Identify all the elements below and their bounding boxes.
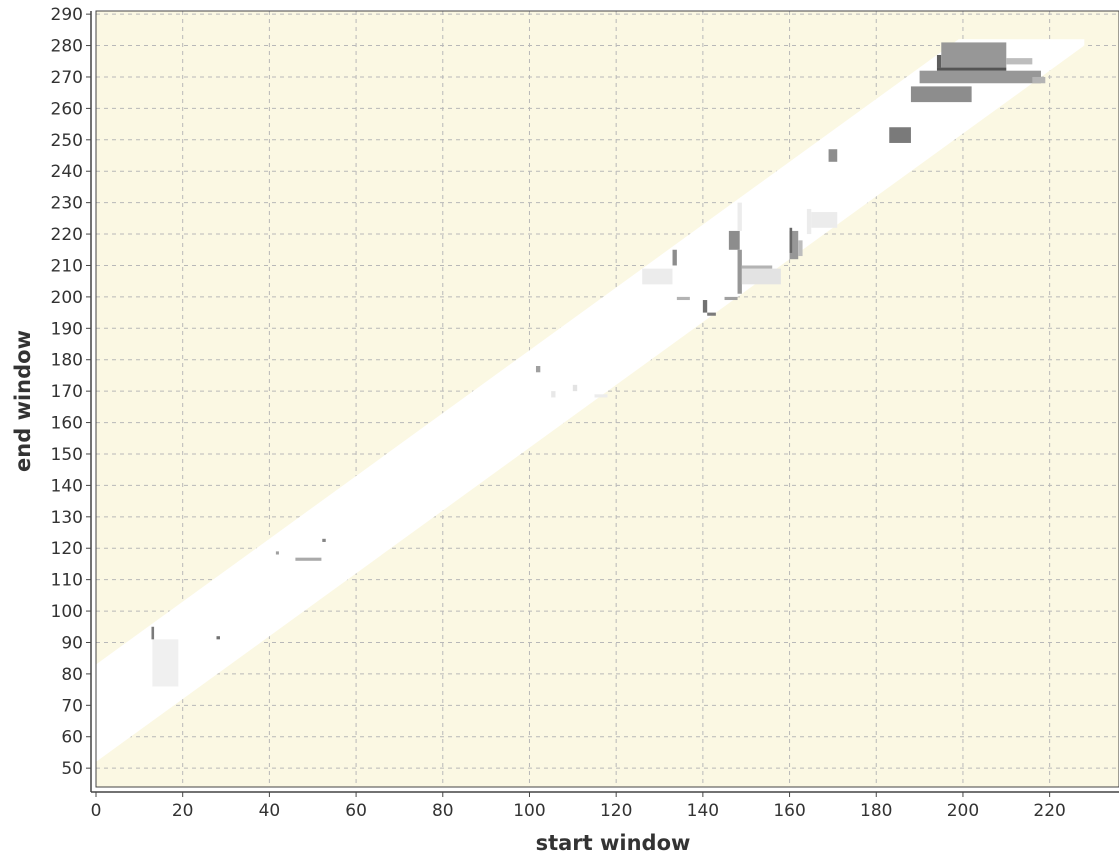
heatmap-cell — [322, 538, 326, 542]
heatmap-cells — [151, 42, 1046, 687]
x-tick-label: 140 — [687, 801, 719, 821]
y-tick-label: 170 — [51, 382, 83, 402]
y-tick-label: 280 — [51, 37, 83, 57]
x-tick-label: 120 — [600, 801, 632, 821]
grid-lines — [96, 11, 1119, 787]
y-tick-label: 150 — [51, 445, 83, 465]
y-axis-ticks: 50 60 70 80 90 100 110 120 130 140 150 160 170 180 190… — [51, 5, 91, 779]
y-tick-label: 200 — [51, 288, 83, 308]
heatmap-cell — [728, 230, 740, 250]
x-tick-label: 200 — [947, 801, 979, 821]
heatmap-cell — [594, 394, 608, 398]
x-tick-label: 180 — [860, 801, 892, 821]
y-tick-label: 260 — [51, 99, 83, 119]
heatmap-cell — [676, 296, 690, 301]
plot-border — [95, 10, 1119, 788]
x-tick-label: 100 — [513, 801, 545, 821]
y-tick-label: 50 — [61, 759, 83, 779]
y-tick-label: 70 — [61, 696, 83, 716]
y-tick-label: 60 — [61, 728, 83, 748]
heatmap-cell — [741, 268, 781, 285]
x-tick-label: 0 — [91, 801, 102, 821]
y-axis-title: end window — [11, 330, 35, 472]
y-tick-label: 290 — [51, 5, 83, 25]
x-tick-label: 80 — [432, 801, 454, 821]
heatmap-cell — [919, 70, 1041, 84]
y-tick-label: 140 — [51, 476, 83, 496]
heatmap-cell — [152, 639, 179, 687]
x-tick-label: 20 — [172, 801, 194, 821]
heatmap-cell — [295, 557, 322, 561]
x-tick-label: 160 — [773, 801, 805, 821]
y-tick-label: 180 — [51, 351, 83, 371]
heatmap-cell — [1006, 58, 1033, 65]
x-tick-label: 40 — [259, 801, 281, 821]
heatmap-cell — [936, 67, 1007, 71]
y-tick-label: 160 — [51, 414, 83, 434]
heatmap-cell — [535, 366, 541, 373]
y-tick-label: 270 — [51, 68, 83, 88]
heatmap-cell — [811, 212, 838, 228]
heatmap-cell — [275, 551, 279, 555]
y-tick-label: 210 — [51, 256, 83, 276]
heatmap-cell — [151, 626, 155, 640]
heatmap-cell — [936, 54, 942, 68]
y-tick-label: 240 — [51, 162, 83, 182]
y-tick-label: 130 — [51, 508, 83, 528]
heatmap-cell — [737, 249, 742, 294]
heatmap-cell — [672, 249, 677, 266]
heatmap-cell — [1032, 76, 1046, 84]
heatmap-cell — [724, 296, 738, 301]
y-tick-label: 120 — [51, 539, 83, 559]
x-axis-ticks: 0 20 40 60 80 100 120 140 160 180 200 220 — [91, 792, 1066, 821]
x-tick-label: 220 — [1033, 801, 1065, 821]
heatmap-cell — [789, 230, 799, 260]
y-tick-label: 90 — [61, 633, 83, 653]
y-tick-label: 220 — [51, 225, 83, 245]
x-tick-label: 60 — [345, 801, 367, 821]
heatmap-cell — [806, 208, 812, 235]
heatmap-cell — [798, 240, 803, 257]
heatmap-cell — [737, 202, 742, 231]
x-axis-title: start window — [536, 831, 691, 855]
heatmap-cell — [941, 42, 1007, 68]
heatmap-cell — [216, 636, 220, 640]
heatmap-cell — [828, 149, 838, 162]
heatmap-cell — [741, 265, 773, 269]
y-tick-label: 230 — [51, 194, 83, 214]
y-tick-label: 100 — [51, 602, 83, 622]
y-tick-label: 250 — [51, 131, 83, 151]
heatmap-cell — [551, 391, 556, 398]
axes — [90, 10, 1119, 793]
y-tick-label: 80 — [61, 665, 83, 685]
heatmap-cell — [889, 127, 911, 143]
heatmap-cell — [707, 312, 716, 316]
heatmap-cell — [572, 384, 578, 392]
heatmap-cell — [789, 227, 793, 253]
heatmap-cell — [702, 300, 708, 313]
y-tick-label: 110 — [51, 571, 83, 591]
heatmap-cell — [642, 268, 673, 285]
heatmap-cell — [910, 86, 972, 103]
y-tick-label: 190 — [51, 319, 83, 339]
